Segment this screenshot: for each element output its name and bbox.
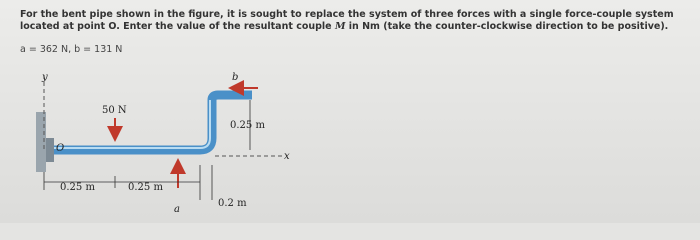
- dimension-label: 0.25 m: [230, 120, 265, 131]
- question-text: in Nm (take the counter-clockwise direct…: [348, 21, 669, 32]
- pipe-highlight: [54, 100, 211, 149]
- point-label: O: [56, 143, 64, 154]
- question-text: For the bent pipe shown in the figure, i…: [20, 9, 674, 32]
- force-label: a: [174, 204, 180, 215]
- page: For the bent pipe shown in the figure, i…: [0, 0, 700, 223]
- flange: [46, 138, 54, 162]
- axis-label: x: [284, 151, 290, 162]
- dimension-label: 0.25 m: [60, 182, 95, 193]
- force-label: 50 N: [102, 105, 127, 116]
- pipe: [54, 90, 252, 155]
- force-label: b: [232, 72, 238, 83]
- dimension-label: 0.2 m: [218, 198, 247, 209]
- axis-label: y: [41, 72, 48, 83]
- question: For the bent pipe shown in the figure, i…: [20, 9, 680, 33]
- given-values: a = 362 N, b = 131 N: [20, 44, 123, 55]
- dimension-label: 0.25 m: [128, 182, 163, 193]
- figure: y b 50 N 0.25 m O x 0.25 m 0.25 m a 0.2 …: [36, 72, 290, 215]
- wall: [36, 112, 46, 172]
- symbol: M: [334, 21, 346, 32]
